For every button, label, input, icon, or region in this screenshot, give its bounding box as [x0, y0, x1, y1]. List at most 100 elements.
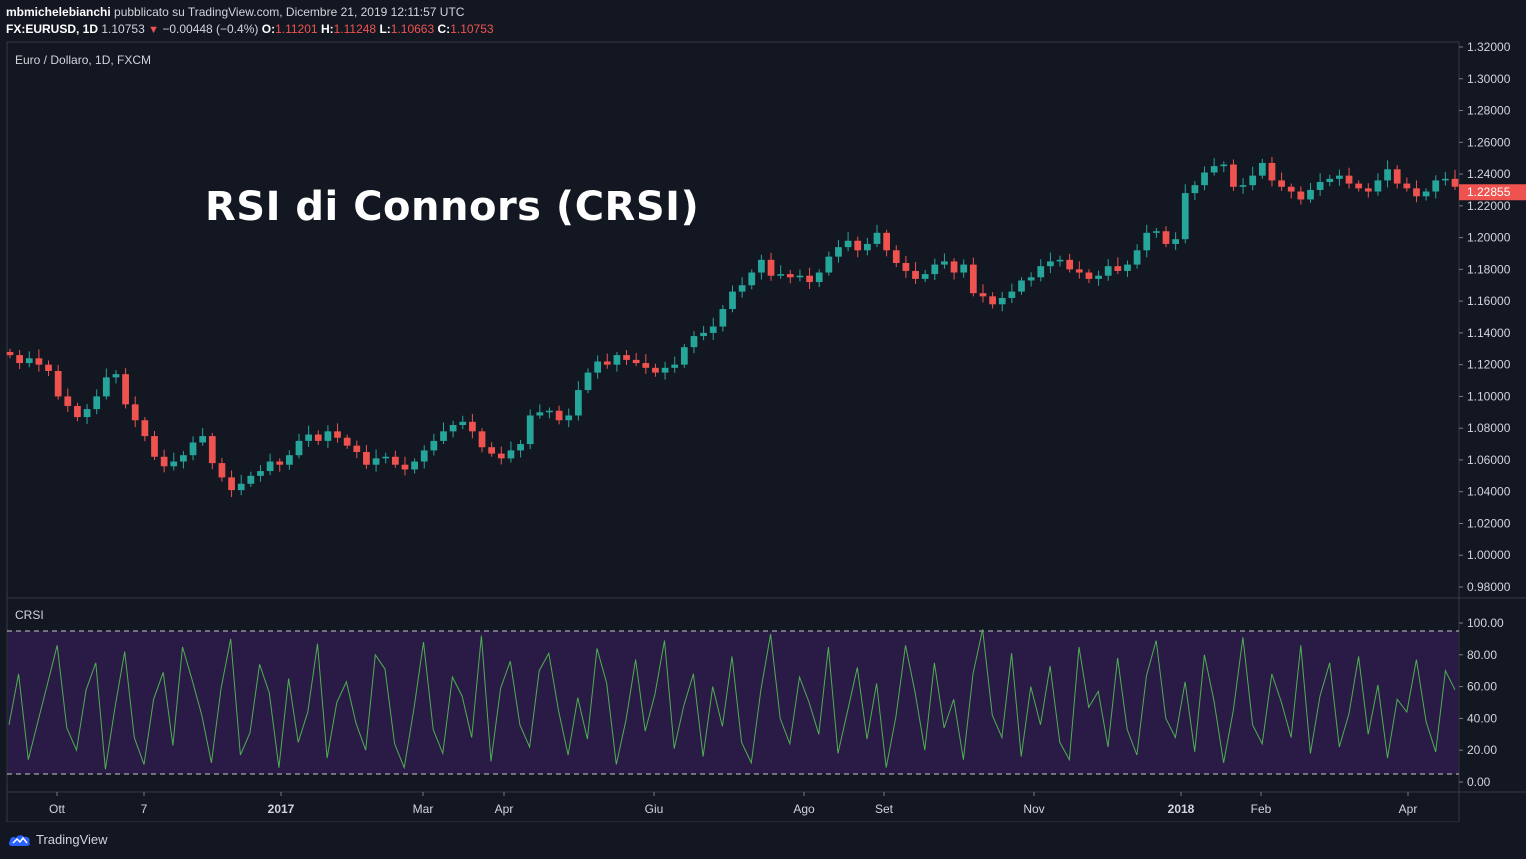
candle-body — [1413, 188, 1420, 197]
candle — [276, 458, 284, 472]
candle-body — [1047, 261, 1054, 267]
candle-body — [488, 447, 496, 454]
candle — [1201, 166, 1208, 191]
candle-body — [160, 456, 168, 467]
candle-body — [998, 297, 1006, 305]
candle-body — [950, 261, 958, 273]
candle-body — [796, 275, 804, 278]
candle-body — [1191, 185, 1199, 194]
tradingview-logo[interactable]: TradingView — [8, 832, 108, 847]
candle-body — [767, 259, 775, 276]
candle-body — [343, 437, 351, 446]
candle — [1441, 171, 1449, 186]
crsi-series-line — [8, 629, 1456, 770]
candle — [35, 349, 43, 372]
candle-body — [112, 374, 120, 378]
candle-body — [295, 440, 303, 456]
candle — [1152, 228, 1160, 238]
candle — [1133, 244, 1141, 269]
candle — [931, 258, 939, 281]
price-axis[interactable]: 1.32000 1.30000 1.28000 1.26000 1.24000 1.220… — [1459, 40, 1526, 594]
price-tick-label: 1.24000 — [1467, 167, 1511, 181]
price-tick-label: 1.06000 — [1467, 453, 1511, 467]
candle-body — [738, 285, 746, 292]
candle-body — [401, 464, 409, 470]
candle — [565, 408, 573, 428]
high-label: H: — [320, 22, 334, 36]
candle — [1210, 158, 1218, 176]
candle — [1075, 261, 1083, 279]
candle — [459, 415, 467, 430]
candle-body — [989, 296, 996, 305]
candle-body — [208, 436, 216, 464]
candle — [1056, 255, 1064, 267]
candle-body — [151, 436, 158, 457]
candle-body — [170, 461, 178, 467]
brand-name: TradingView — [36, 832, 108, 847]
candle — [719, 304, 727, 332]
candle — [189, 436, 197, 461]
candle-body — [1210, 166, 1218, 173]
candle — [536, 404, 544, 419]
candle — [1143, 224, 1151, 258]
candle — [1162, 226, 1170, 248]
candle — [83, 404, 91, 425]
price-tick-label: 1.30000 — [1467, 72, 1511, 86]
candle — [170, 452, 178, 471]
candle-body — [1307, 189, 1314, 200]
candle — [1104, 259, 1112, 281]
candle-body — [314, 434, 322, 441]
candle — [1047, 252, 1054, 274]
candle — [266, 453, 274, 476]
candle — [112, 370, 120, 384]
symbol-label[interactable]: FX:EURUSD, 1D — [6, 22, 99, 36]
candle-body — [844, 240, 852, 248]
candle-body — [748, 272, 756, 286]
candle-body — [1345, 175, 1353, 184]
time-tick-label: Ott — [49, 802, 66, 816]
candle — [863, 237, 871, 256]
candle — [295, 433, 303, 459]
candle — [1085, 269, 1093, 284]
candle — [1403, 177, 1411, 192]
candle-body — [806, 275, 813, 283]
candle — [555, 405, 563, 425]
crsi-tick-label: 0.00 — [1467, 775, 1491, 789]
candle-body — [892, 250, 900, 263]
candle-body — [391, 456, 399, 465]
crsi-band — [7, 630, 1459, 775]
candle — [1249, 166, 1257, 191]
publication-info: mbmichelebianchi pubblicato su TradingVi… — [6, 5, 464, 19]
candle — [883, 229, 891, 257]
candle — [1355, 180, 1363, 192]
candle-body — [1133, 250, 1141, 265]
candle-body — [719, 309, 727, 327]
candle — [603, 353, 611, 369]
price-tick-label: 1.16000 — [1467, 294, 1511, 308]
candle-body — [469, 421, 476, 432]
candle-body — [266, 461, 274, 472]
crsi-line-layer[interactable] — [8, 629, 1456, 770]
candle — [854, 236, 862, 258]
candle — [902, 256, 910, 278]
candle — [1451, 169, 1459, 190]
author-name[interactable]: mbmichelebianchi — [6, 5, 111, 19]
crsi-axis[interactable]: 100.00 80.00 60.00 40.00 20.00 0.00 — [1459, 616, 1504, 789]
candle — [815, 269, 823, 288]
candle-body — [1278, 180, 1285, 187]
time-axis[interactable]: Ott 7 2017 Mar Apr Giu Ago Set Nov 2018 Feb Apr — [49, 792, 1417, 816]
candle-body — [324, 431, 332, 441]
candle-body — [1124, 264, 1131, 271]
candles-layer[interactable] — [6, 156, 1459, 498]
candle — [989, 292, 996, 309]
overlay-title: RSI di Connors (CRSI) — [205, 184, 700, 230]
candle-body — [189, 442, 197, 456]
candle — [729, 285, 736, 313]
candle-body — [54, 371, 62, 397]
candle-body — [16, 355, 24, 364]
candle-body — [1143, 232, 1151, 251]
header-bar: mbmichelebianchi pubblicato su TradingVi… — [0, 0, 1526, 42]
candle — [74, 402, 81, 422]
candle — [314, 430, 322, 446]
